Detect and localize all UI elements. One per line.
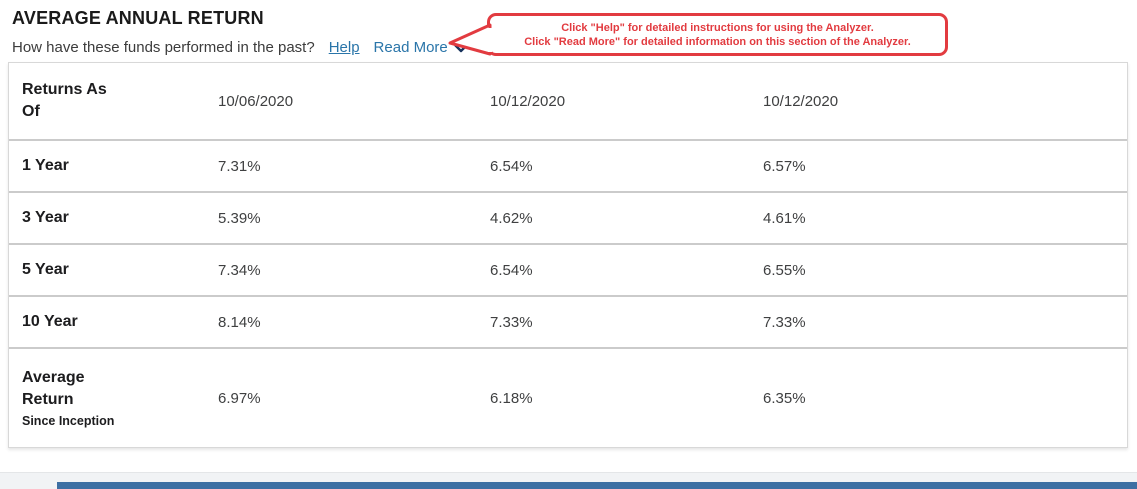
callout-arrow-icon [448, 22, 492, 63]
fund-1-value: 8.14% [218, 313, 261, 331]
row-label-text: Average Return [22, 369, 85, 408]
row-label: 5 Year [22, 259, 118, 281]
fund-3-value: 10/12/2020 [763, 92, 839, 110]
read-more-label: Read More [373, 39, 448, 56]
row-sublabel-text: Since Inception [22, 414, 115, 428]
fund-3-value: 6.57% [763, 157, 806, 175]
fund-1-value: 6.97% [218, 389, 261, 407]
callout-line-2: Click "Read More" for detailed informati… [524, 35, 911, 48]
row-label: 10 Year [22, 311, 118, 333]
fund-2-value: 10/12/2020 [490, 92, 566, 110]
row-label: 3 Year [22, 207, 118, 229]
row-label-text: 3 Year [22, 209, 69, 226]
row-label-text: 10 Year [22, 313, 78, 330]
table-row: Average Return Since Inception 6.97% 6.1… [9, 349, 1127, 447]
row-label-text: 1 Year [22, 157, 69, 174]
fund-1-value: 7.34% [218, 261, 261, 279]
fund-3-value: 7.33% [763, 313, 806, 331]
table-row: Returns As Of 10/06/2020 10/12/2020 10/1… [9, 63, 1127, 141]
row-label: Returns As Of [22, 79, 118, 123]
fund-2-value: 6.54% [490, 157, 533, 175]
horizontal-scrollbar-thumb[interactable] [57, 482, 1137, 489]
table-row: 5 Year 7.34% 6.54% 6.55% [9, 245, 1127, 297]
fund-1-value: 5.39% [218, 209, 261, 227]
returns-table: Returns As Of 10/06/2020 10/12/2020 10/1… [8, 62, 1128, 448]
fund-1-value: 7.31% [218, 157, 261, 175]
fund-3-value: 4.61% [763, 209, 806, 227]
row-label-text: Returns As Of [22, 81, 107, 120]
horizontal-scrollbar-track[interactable] [0, 472, 1137, 489]
row-label: Average Return Since Inception [22, 367, 118, 429]
fund-2-value: 4.62% [490, 209, 533, 227]
subtitle-question: How have these funds performed in the pa… [12, 39, 315, 56]
fund-2-value: 7.33% [490, 313, 533, 331]
fund-2-value: 6.54% [490, 261, 533, 279]
fund-1-value: 10/06/2020 [218, 92, 294, 110]
row-label: 1 Year [22, 155, 118, 177]
page-header: AVERAGE ANNUAL RETURN How have these fun… [12, 8, 468, 57]
help-link[interactable]: Help [328, 39, 360, 56]
fund-3-value: 6.35% [763, 389, 806, 407]
callout-line-1: Click "Help" for detailed instructions f… [561, 21, 874, 34]
fund-2-value: 6.18% [490, 389, 533, 407]
row-label-text: 5 Year [22, 261, 69, 278]
table-row: 10 Year 8.14% 7.33% 7.33% [9, 297, 1127, 349]
instruction-callout: Click "Help" for detailed instructions f… [487, 13, 948, 56]
page-title: AVERAGE ANNUAL RETURN [12, 8, 264, 28]
fund-3-value: 6.55% [763, 261, 806, 279]
table-row: 3 Year 5.39% 4.62% 4.61% [9, 193, 1127, 245]
table-row: 1 Year 7.31% 6.54% 6.57% [9, 141, 1127, 193]
